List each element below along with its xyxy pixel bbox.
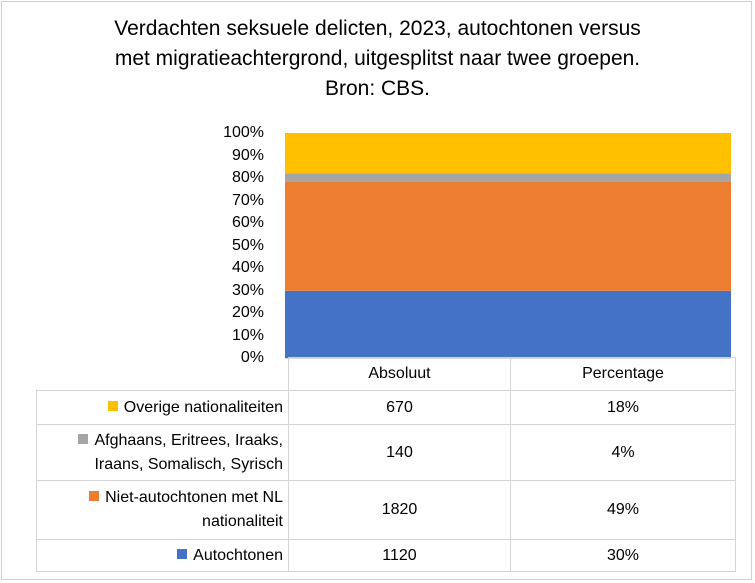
bar-segment (285, 181, 731, 291)
legend-label: Autochtonen (193, 546, 283, 564)
legend-swatch (107, 400, 118, 411)
cell-absolute: 140 (288, 424, 511, 481)
y-tick-label: 90% (231, 146, 264, 164)
y-tick-label: 80% (231, 169, 264, 186)
table-corner (36, 357, 289, 391)
table-header-row: Absoluut Percentage (36, 357, 736, 391)
chart-title: Verdachten seksuele delicten, 2023, auto… (0, 14, 755, 104)
column-header-absoluut: Absoluut (288, 357, 511, 391)
legend-label: nationaliteit (202, 513, 283, 530)
legend-entry-autochtonen: Autochtonen (36, 539, 289, 572)
column-header-percentage: Percentage (510, 357, 736, 391)
legend-swatch (177, 548, 188, 559)
cell-absolute: 670 (288, 390, 511, 425)
chart-title-line-1: Verdachten seksuele delicten, 2023, auto… (114, 17, 641, 40)
bar-segment (285, 290, 731, 358)
cell-percentage: 30% (510, 539, 736, 572)
cell-absolute: 1120 (288, 539, 511, 572)
legend-label: Overige nationaliteiten (123, 398, 283, 416)
chart-title-line-3: Bron: CBS. (324, 77, 431, 100)
bar-segment (285, 133, 731, 174)
y-tick-label: 60% (231, 214, 264, 231)
cell-percentage: 4% (510, 424, 736, 481)
table-row: Overige nationaliteiten 670 18% (36, 390, 736, 425)
y-tick-label: 30% (231, 281, 264, 299)
legend-swatch (89, 491, 100, 501)
y-tick-label: 20% (231, 304, 264, 321)
legend-label: Niet-autochtonen met NL (105, 489, 283, 506)
y-tick-label: 50% (231, 236, 264, 254)
data-table: Absoluut Percentage Overige nationalitei… (36, 357, 736, 572)
table-row: Afghaans, Eritrees, Iraaks, Iraans, Somal… (36, 424, 736, 481)
legend-swatch (78, 433, 89, 444)
cell-percentage: 18% (510, 390, 736, 425)
y-tick-label: 40% (231, 259, 264, 276)
legend-entry-afghaans: Afghaans, Eritrees, Iraaks, Iraans, Somal… (36, 424, 289, 481)
y-tick-label: 70% (231, 191, 264, 209)
table-row: Niet-autochtonen met NL nationaliteit 182… (36, 480, 736, 540)
chart-title-line-2: met migratieachtergrond, uitgesplitst na… (114, 47, 641, 70)
y-tick-label: 10% (231, 326, 264, 344)
legend-entry-overige: Overige nationaliteiten (36, 390, 289, 425)
cell-percentage: 49% (510, 480, 736, 540)
bar-segment (285, 173, 731, 182)
legend-entry-niet-autochtonen: Niet-autochtonen met NL nationaliteit (36, 480, 289, 540)
y-tick-label: 100% (223, 124, 264, 141)
table-row: Autochtonen 1120 30% (36, 539, 736, 572)
legend-label: Afghaans, Eritrees, Iraaks, (94, 431, 283, 449)
legend-label: Iraans, Somalisch, Syrisch (94, 455, 283, 473)
cell-absolute: 1820 (288, 480, 511, 540)
